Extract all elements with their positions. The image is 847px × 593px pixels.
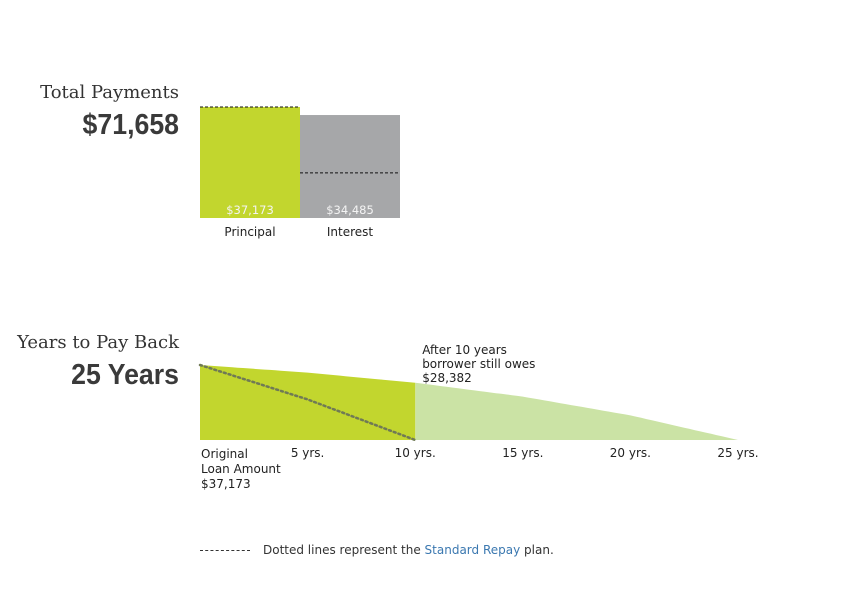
x-tick-label: 5 yrs.: [291, 446, 325, 460]
bar-category-label-interest: Interest: [327, 225, 374, 239]
original-loan-label: Original: [201, 447, 248, 461]
total-payments-title: Total Payments: [40, 82, 179, 103]
after-10-years-annotation: After 10 years: [422, 343, 507, 357]
legend: Dotted lines represent the Standard Repa…: [200, 543, 554, 559]
after-10-years-annotation: $28,382: [422, 371, 472, 385]
bar-category-label-principal: Principal: [224, 225, 275, 239]
x-tick-label: 15 yrs.: [502, 446, 543, 460]
x-tick-label: 20 yrs.: [610, 446, 651, 460]
dotted-line-legend-icon: [200, 550, 250, 551]
payments-bar-chart: $37,173 Principal $34,485 Interest: [200, 106, 400, 239]
original-loan-label: $37,173: [201, 477, 251, 491]
original-loan-label: Loan Amount: [201, 462, 281, 476]
x-tick-label: 10 yrs.: [395, 446, 436, 460]
bar-interest: [300, 115, 400, 218]
bar-value-label-interest: $34,485: [326, 203, 374, 217]
bar-principal: [200, 107, 300, 218]
after-10-years-annotation: borrower still owes: [422, 357, 535, 371]
standard-repay-curve: [198, 363, 417, 442]
area-first-10-years: [200, 365, 416, 440]
legend-suffix: plan.: [524, 543, 554, 557]
standard-repay-link[interactable]: Standard Repay: [424, 543, 521, 557]
bar-value-label-principal: $37,173: [226, 203, 274, 217]
total-payments-value: $71,658: [82, 109, 179, 141]
x-tick-label: 25 yrs.: [717, 446, 758, 460]
years-to-pay-title: Years to Pay Back: [17, 332, 179, 353]
years-to-pay-value: 25 Years: [71, 359, 179, 391]
area-remaining-balance: [415, 382, 738, 440]
legend-prefix: Dotted lines represent the: [263, 543, 421, 557]
